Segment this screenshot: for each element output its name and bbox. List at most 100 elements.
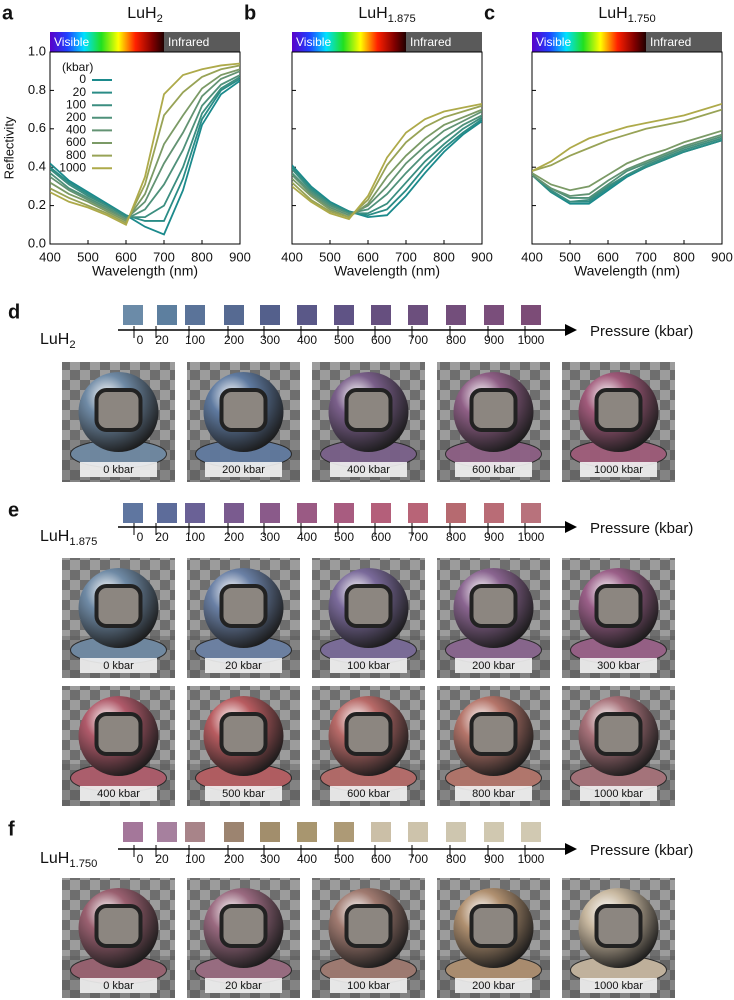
series-line — [50, 74, 240, 221]
render-label-box — [580, 786, 657, 801]
legend-title: (kbar) — [62, 60, 93, 74]
render-label-box — [205, 462, 282, 477]
color-swatch — [371, 503, 391, 523]
render-label-box — [205, 658, 282, 673]
pressure-tick-label: 20 — [155, 530, 169, 544]
render-screen — [344, 712, 393, 756]
pressure-tick-label: 900 — [484, 852, 504, 866]
render-screen — [344, 904, 393, 948]
panel-label: a — [2, 2, 14, 24]
pressure-tick-label: 600 — [371, 333, 391, 347]
plot-clip — [50, 62, 240, 236]
legend-label: 400 — [66, 123, 86, 137]
pressure-tick-label: 20 — [155, 852, 169, 866]
pressure-tick-label: 400 — [297, 530, 317, 544]
render-label: 100 kbar — [347, 980, 390, 992]
pressure-tick-label: 100 — [185, 530, 205, 544]
series-line — [532, 102, 722, 172]
render-screen — [94, 712, 143, 756]
render-label-box — [455, 658, 532, 673]
panel-label: b — [244, 2, 256, 24]
render-label: 0 kbar — [103, 660, 134, 672]
render-label-box — [330, 786, 407, 801]
visible-band — [292, 32, 406, 52]
pressure-tick-label: 400 — [297, 333, 317, 347]
render-label-box — [80, 786, 157, 801]
pressure-tick-label: 900 — [484, 530, 504, 544]
x-axis-label: Wavelength (nm) — [92, 263, 198, 279]
series-line — [532, 129, 722, 192]
chart-title-sub: 1.750 — [628, 13, 656, 25]
color-swatch — [521, 305, 541, 325]
x-tick-label: 800 — [191, 249, 213, 264]
render-screen — [219, 712, 268, 756]
pressure-tick-label: 300 — [260, 333, 280, 347]
color-swatch — [408, 503, 428, 523]
material-label: LuH2 — [40, 331, 76, 351]
x-tick-label: 500 — [559, 249, 581, 264]
render-screen — [594, 584, 643, 628]
material-label-sub: 1.875 — [69, 536, 97, 548]
chart-title-sub: 2 — [157, 13, 163, 25]
color-swatch — [260, 503, 280, 523]
material-label-base: LuH — [40, 331, 69, 348]
y-axis-label: Reflectivity — [1, 116, 16, 179]
render-label-box — [580, 978, 657, 993]
panel-label: f — [8, 818, 15, 840]
series-line — [532, 135, 722, 199]
render-label: 200 kbar — [472, 980, 515, 992]
color-swatch — [408, 822, 428, 842]
color-swatch — [371, 822, 391, 842]
series-line — [50, 62, 240, 227]
material-label-base: LuH — [40, 850, 69, 867]
color-swatch — [123, 305, 143, 325]
pressure-axis-label: Pressure (kbar) — [590, 520, 693, 537]
render-label-box — [330, 462, 407, 477]
color-swatch — [521, 822, 541, 842]
render-label: 100 kbar — [347, 660, 390, 672]
infrared-band — [164, 32, 240, 52]
band-label: Visible — [54, 35, 89, 49]
band-label: Visible — [296, 35, 331, 49]
visible-band — [532, 32, 646, 52]
pressure-tick-label: 500 — [334, 852, 354, 866]
y-tick-label: 0.4 — [28, 159, 46, 174]
render-screen — [469, 388, 518, 432]
legend-label: 20 — [73, 85, 87, 99]
pressure-tick-label: 0 — [137, 530, 144, 544]
series-line — [292, 108, 482, 219]
render-label-box — [330, 658, 407, 673]
x-tick-label: 800 — [433, 249, 455, 264]
pressure-tick-label: 900 — [484, 333, 504, 347]
render-screen — [469, 712, 518, 756]
color-swatch — [157, 305, 177, 325]
axis-arrow — [565, 324, 577, 336]
material-label: LuH1.750 — [40, 850, 97, 870]
render-label-box — [580, 462, 657, 477]
chart-title: LuH1.750 — [598, 5, 655, 25]
color-swatch — [484, 822, 504, 842]
pressure-tick-label: 800 — [446, 852, 466, 866]
render-label: 20 kbar — [225, 980, 262, 992]
color-swatch — [521, 503, 541, 523]
color-swatch — [446, 503, 466, 523]
panel-label: e — [8, 499, 19, 521]
series-line — [532, 108, 722, 172]
x-axis-label: Wavelength (nm) — [574, 263, 680, 279]
render-label: 600 kbar — [472, 464, 515, 476]
legend-label: 800 — [66, 148, 86, 162]
series-line — [50, 64, 240, 225]
render-label: 800 kbar — [472, 788, 515, 800]
panel-label: d — [8, 301, 20, 323]
x-tick-label: 700 — [395, 249, 417, 264]
render-screen — [594, 712, 643, 756]
x-tick-label: 400 — [281, 249, 303, 264]
band-label: Visible — [536, 35, 571, 49]
plot-frame — [49, 51, 241, 245]
render-screen — [94, 904, 143, 948]
render-label-box — [455, 462, 532, 477]
series-line — [50, 76, 240, 219]
color-swatch — [260, 305, 280, 325]
render-label-box — [80, 658, 157, 673]
x-tick-label: 400 — [39, 249, 61, 264]
